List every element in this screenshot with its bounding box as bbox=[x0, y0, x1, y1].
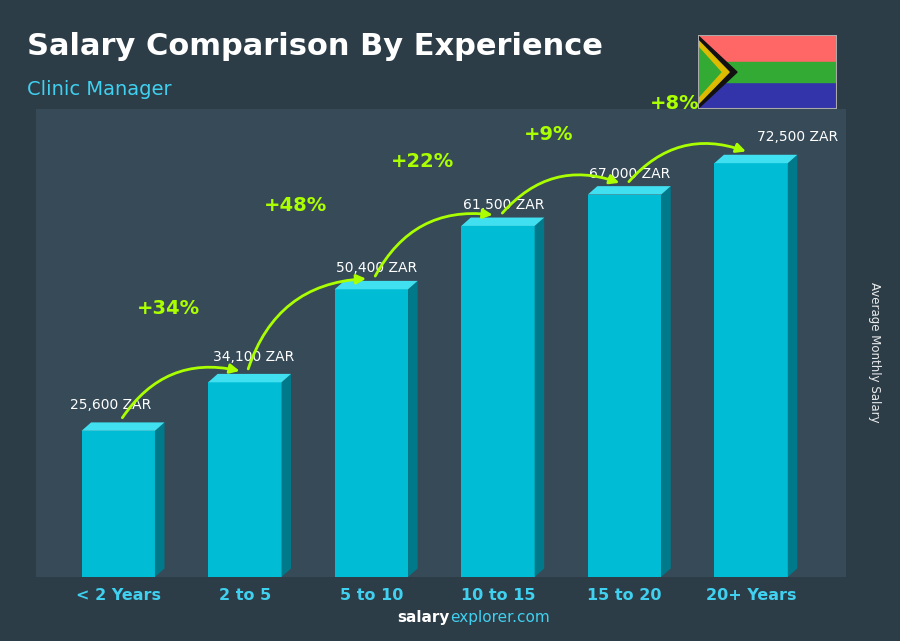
Bar bbox=[461, 226, 535, 577]
Bar bbox=[698, 35, 837, 72]
Polygon shape bbox=[788, 154, 797, 577]
Polygon shape bbox=[535, 217, 544, 577]
Polygon shape bbox=[82, 422, 165, 431]
Bar bbox=[698, 72, 837, 109]
Text: +22%: +22% bbox=[391, 152, 454, 171]
Polygon shape bbox=[698, 35, 737, 109]
Bar bbox=[82, 431, 155, 577]
Text: 25,600 ZAR: 25,600 ZAR bbox=[70, 398, 151, 412]
Text: explorer.com: explorer.com bbox=[450, 610, 550, 625]
Text: salary: salary bbox=[398, 610, 450, 625]
Bar bbox=[588, 195, 662, 577]
Polygon shape bbox=[208, 374, 291, 382]
Bar bbox=[698, 62, 837, 83]
Text: Average Monthly Salary: Average Monthly Salary bbox=[868, 282, 881, 423]
Polygon shape bbox=[408, 281, 418, 577]
Text: +48%: +48% bbox=[264, 196, 327, 215]
Text: 61,500 ZAR: 61,500 ZAR bbox=[463, 198, 544, 212]
Text: 50,400 ZAR: 50,400 ZAR bbox=[336, 262, 417, 275]
Polygon shape bbox=[715, 154, 797, 163]
Polygon shape bbox=[282, 374, 291, 577]
Polygon shape bbox=[335, 281, 418, 289]
Text: 67,000 ZAR: 67,000 ZAR bbox=[590, 167, 670, 181]
Polygon shape bbox=[698, 46, 721, 98]
Text: 72,500 ZAR: 72,500 ZAR bbox=[758, 131, 839, 144]
Text: 34,100 ZAR: 34,100 ZAR bbox=[213, 349, 294, 363]
Text: +9%: +9% bbox=[524, 125, 573, 144]
Text: +8%: +8% bbox=[651, 94, 700, 113]
Polygon shape bbox=[698, 40, 729, 104]
Text: Clinic Manager: Clinic Manager bbox=[27, 80, 172, 99]
Text: Salary Comparison By Experience: Salary Comparison By Experience bbox=[27, 32, 603, 61]
Bar bbox=[335, 289, 408, 577]
Polygon shape bbox=[662, 186, 670, 577]
Bar bbox=[715, 163, 788, 577]
Polygon shape bbox=[588, 186, 670, 195]
Polygon shape bbox=[155, 422, 165, 577]
Bar bbox=[208, 382, 282, 577]
Polygon shape bbox=[461, 217, 544, 226]
Text: +34%: +34% bbox=[138, 299, 201, 318]
